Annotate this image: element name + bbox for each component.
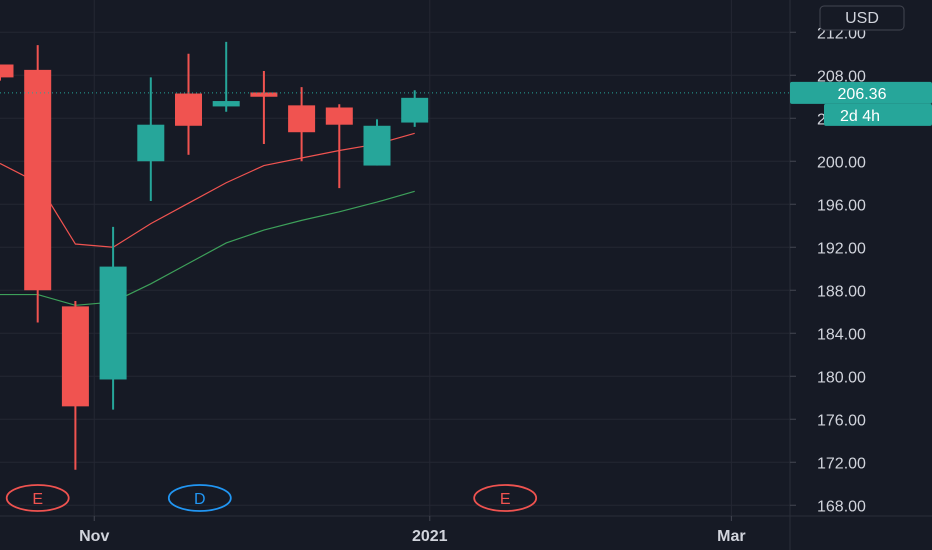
last-price-value: 206.36 [838, 86, 887, 103]
candle-11[interactable] [363, 119, 391, 166]
currency-label: USD [845, 10, 879, 27]
y-tick-label: 184.00 [817, 326, 866, 343]
last-price-badge: 206.36 2d 4h [790, 81, 932, 126]
event-marker-3[interactable]: E [473, 484, 538, 512]
x-tick-label: Nov [79, 528, 109, 545]
time-axis[interactable]: Nov 2021 Mar [79, 516, 746, 545]
event-marker-label: E [32, 491, 43, 508]
y-tick-label: 200.00 [817, 154, 866, 171]
candle-body [212, 101, 240, 107]
candle-6[interactable] [175, 53, 202, 155]
currency-button[interactable]: USD [819, 5, 905, 31]
countdown-badge-bg [824, 103, 932, 126]
event-marker-ring [473, 484, 538, 512]
candle-8[interactable] [250, 70, 278, 145]
candle-body [99, 266, 127, 380]
candle-body [325, 107, 353, 125]
candle-1[interactable] [0, 64, 14, 81]
moving-averages [0, 132, 415, 306]
y-tick-label: 208.00 [817, 68, 866, 85]
grid [0, 0, 790, 516]
x-tick-label: 2021 [412, 528, 448, 545]
candle-2[interactable] [24, 45, 52, 323]
y-tick-label: 188.00 [817, 283, 866, 300]
candle-body [0, 64, 14, 78]
event-marker-label: D [194, 491, 206, 508]
event-marker-2[interactable]: D [167, 484, 232, 512]
candle-5[interactable] [137, 77, 165, 202]
event-marker-label: E [500, 491, 511, 508]
y-tick-label: 180.00 [817, 369, 866, 386]
moving-average-line-2 [0, 190, 415, 306]
currency-button-frame [819, 5, 905, 31]
event-marker-ring [5, 484, 70, 512]
moving-average-line-1 [0, 132, 415, 248]
y-tick-label: 172.00 [817, 455, 866, 472]
candle-10[interactable] [325, 104, 353, 189]
candle-9[interactable] [288, 87, 316, 162]
event-marker-1[interactable]: E [5, 484, 70, 512]
candles[interactable] [0, 41, 429, 470]
candle-body [401, 97, 429, 123]
candle-body [24, 69, 52, 291]
y-tick-label: 168.00 [817, 498, 866, 515]
candle-body [250, 92, 278, 97]
y-tick-label: 192.00 [817, 240, 866, 257]
candle-4[interactable] [99, 226, 127, 410]
last-price-badge-bg [790, 81, 932, 104]
candle-body [175, 93, 202, 126]
candle-3[interactable] [61, 301, 89, 470]
bar-countdown: 2d 4h [840, 108, 880, 125]
candle-body [137, 124, 165, 162]
x-tick-label: Mar [717, 528, 745, 545]
candle-12[interactable] [401, 90, 429, 127]
candle-7[interactable] [212, 41, 240, 112]
y-tick-label: 176.00 [817, 412, 866, 429]
candle-body [363, 125, 391, 166]
candle-body [288, 105, 316, 133]
y-tick-label: 196.00 [817, 197, 866, 214]
event-marker-ring [167, 484, 232, 512]
candle-body [61, 306, 89, 407]
